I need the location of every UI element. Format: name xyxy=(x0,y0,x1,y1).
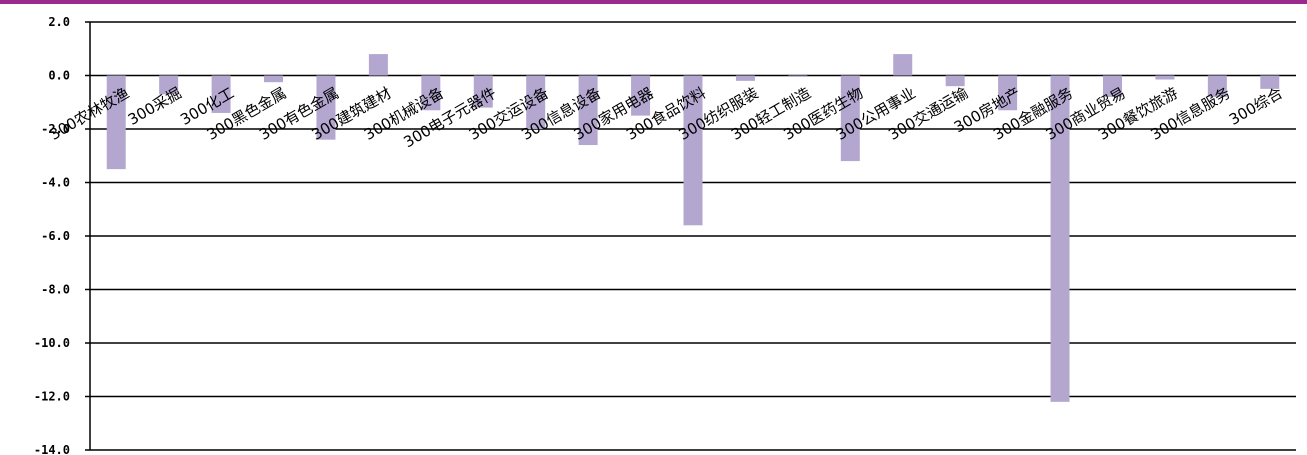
y-tick-label: 2.0 xyxy=(48,15,70,29)
y-tick-label: -4.0 xyxy=(41,176,70,190)
category-label: 300采掘 xyxy=(125,84,185,129)
y-tick-label: 0.0 xyxy=(48,69,70,83)
bar xyxy=(1155,75,1175,80)
y-tick-label: -8.0 xyxy=(41,283,70,297)
y-axis-ticks: 2.0 0.0 -2.0 -4.0 -6.0 -8.0 -10.0 -12.0 -14.0 xyxy=(34,15,90,455)
category-label: 300综合 xyxy=(1226,84,1286,129)
y-tick-label: -10.0 xyxy=(34,336,70,350)
bar xyxy=(368,54,388,76)
bar xyxy=(735,75,755,81)
y-tick-label: -6.0 xyxy=(41,229,70,243)
bar xyxy=(683,75,703,226)
bar xyxy=(893,54,913,76)
y-tick-label: -14.0 xyxy=(34,443,70,455)
bar xyxy=(840,75,860,162)
gridlines xyxy=(90,21,1296,451)
bar xyxy=(159,75,179,95)
bar xyxy=(788,75,808,77)
bar xyxy=(1207,75,1227,97)
bar xyxy=(106,75,126,170)
bar xyxy=(316,75,336,140)
bar xyxy=(211,75,231,113)
bar xyxy=(1050,75,1070,402)
top-accent-bar xyxy=(0,0,1307,4)
bar xyxy=(264,75,284,83)
y-tick-label: -12.0 xyxy=(34,390,70,404)
bar xyxy=(421,75,441,111)
y-tick-label: -2.0 xyxy=(41,122,70,136)
bar xyxy=(1260,75,1280,89)
bar xyxy=(631,75,651,116)
bar xyxy=(998,75,1018,111)
bar xyxy=(526,75,546,129)
bar xyxy=(945,75,965,87)
bar xyxy=(1102,75,1122,97)
bar xyxy=(473,75,493,108)
bars xyxy=(106,54,1280,402)
bar xyxy=(578,75,598,146)
category-labels: 300农林牧渔300采掘300化工300黑色金属300有色金属300建筑建材30… xyxy=(46,84,1285,151)
